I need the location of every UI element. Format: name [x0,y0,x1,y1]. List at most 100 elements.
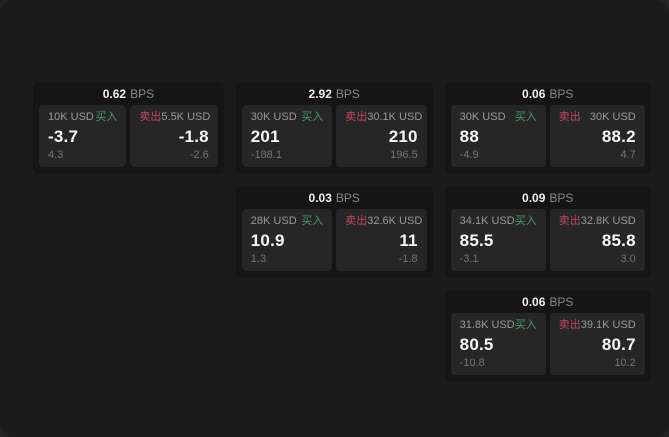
sell-side-label: 卖出 [345,215,368,227]
bps-unit-label: BPS [335,86,360,101]
sell-panel-header: 卖出 32.8K USD [559,216,636,227]
sell-side-label: 卖出 [558,111,581,123]
buy-sub-value: 4.3 [48,149,64,161]
bps-unit-label: BPS [130,86,155,101]
sell-side-label: 卖出 [139,111,162,123]
buy-notional: 10K USD [48,111,94,123]
bps-value: 2.92 [308,86,332,101]
buy-sub-value: -10.8 [459,357,485,369]
buy-panel-header: 30K USD 买入 [460,112,537,123]
sell-sub-value: 4.7 [620,149,636,161]
bps-header: 2.92 BPS [242,82,427,105]
sell-panel-header: 卖出 32.6K USD [345,215,422,227]
buy-quote-panel[interactable]: 30K USD 买入 88 -4.9 [450,105,546,167]
quote-panels: 34.1K USD 买入 85.5 -3.1 卖出 32.8K USD 85.8… [450,209,645,271]
bps-value: 0.03 [308,190,332,205]
quote-card: 0.62 BPS 10K USD 买入 -3.7 4.3 卖出 5.5K USD… [33,82,224,174]
sell-panel-header: 卖出 30K USD [559,112,636,123]
sell-sub-value: -1.8 [398,253,418,265]
sell-panel-header: 卖出 5.5K USD [139,111,211,123]
buy-quote-panel[interactable]: 10K USD 买入 -3.7 4.3 [39,105,127,167]
sell-sub-value: 3.0 [620,253,636,265]
sell-quote-panel[interactable]: 卖出 32.6K USD 11 -1.8 [336,209,427,271]
sell-price: 85.8 [601,231,636,250]
sell-price: -1.8 [178,127,209,146]
sell-notional: 32.8K USD [580,215,636,227]
bps-value: 0.62 [102,86,127,101]
buy-panel-header: 34.1K USD 买入 [460,216,537,227]
bps-value: 0.09 [522,190,546,205]
sell-notional: 5.5K USD [161,111,211,123]
buy-side-label: 买入 [514,319,537,331]
bps-unit-label: BPS [549,190,574,205]
sell-notional: 32.6K USD [367,215,423,227]
buy-quote-panel[interactable]: 30K USD 买入 201 -188.1 [241,105,333,167]
buy-quote-panel[interactable]: 28K USD 买入 10.9 1.3 [241,209,333,271]
buy-panel-header: 31.8K USD 买入 [460,320,537,331]
quote-card: 0.06 BPS 30K USD 买入 88 -4.9 卖出 30K USD 8… [444,82,651,174]
buy-price: 80.5 [459,335,494,354]
quote-card: 0.06 BPS 31.8K USD 买入 80.5 -10.8 卖出 39.1… [444,290,651,382]
buy-side-label: 买入 [514,111,537,123]
quote-panels: 30K USD 买入 88 -4.9 卖出 30K USD 88.2 4.7 [450,105,645,167]
sell-price: 11 [399,231,418,250]
buy-panel-header: 10K USD 买入 [48,112,117,123]
sell-panel-header: 卖出 39.1K USD [559,320,636,331]
sell-quote-panel[interactable]: 卖出 32.8K USD 85.8 3.0 [549,209,645,271]
bps-header: 0.06 BPS [451,290,645,313]
quote-card: 0.03 BPS 28K USD 买入 10.9 1.3 卖出 32.6K US… [235,186,433,278]
quote-board: 0.62 BPS 10K USD 买入 -3.7 4.3 卖出 5.5K USD… [33,82,651,382]
buy-side-label: 买入 [301,111,324,123]
sell-price: 210 [388,127,418,146]
sell-price: 88.2 [601,127,636,146]
bps-unit-label: BPS [549,294,574,309]
buy-sub-value: 1.3 [250,253,267,265]
buy-sub-value: -3.1 [459,253,479,265]
buy-side-label: 买入 [95,111,118,123]
quote-panels: 31.8K USD 买入 80.5 -10.8 卖出 39.1K USD 80.… [450,313,645,375]
sell-sub-value: 10.2 [614,357,636,369]
bps-header: 0.62 BPS [39,82,218,105]
bps-header: 0.06 BPS [451,82,645,105]
buy-quote-panel[interactable]: 31.8K USD 买入 80.5 -10.8 [450,313,546,375]
bps-header: 0.03 BPS [242,186,427,209]
buy-panel-header: 28K USD 买入 [251,216,323,227]
sell-quote-panel[interactable]: 卖出 30.1K USD 210 196.5 [336,105,427,167]
buy-panel-header: 30K USD 买入 [251,112,323,123]
buy-price: -3.7 [48,127,79,146]
buy-sub-value: -4.9 [459,149,479,161]
bps-header: 0.09 BPS [451,186,645,209]
buy-price: 10.9 [250,231,285,250]
sell-sub-value: 196.5 [390,149,418,161]
quote-panels: 10K USD 买入 -3.7 4.3 卖出 5.5K USD -1.8 -2.… [39,105,218,167]
buy-sub-value: -188.1 [250,149,282,161]
bps-value: 0.06 [522,294,546,309]
buy-notional: 28K USD [250,215,297,227]
buy-price: 88 [459,127,479,146]
quote-card: 0.09 BPS 34.1K USD 买入 85.5 -3.1 卖出 32.8K… [444,186,651,278]
sell-side-label: 卖出 [558,319,581,331]
sell-side-label: 卖出 [345,111,368,123]
sell-price: 80.7 [601,335,636,354]
buy-notional: 30K USD [250,111,297,123]
bps-unit-label: BPS [335,190,360,205]
quote-card: 2.92 BPS 30K USD 买入 201 -188.1 卖出 30.1K … [235,82,433,174]
sell-sub-value: -2.6 [189,149,209,161]
sell-notional: 39.1K USD [580,319,636,331]
bps-unit-label: BPS [549,86,574,101]
sell-quote-panel[interactable]: 卖出 39.1K USD 80.7 10.2 [549,313,645,375]
sell-panel-header: 卖出 30.1K USD [345,111,422,123]
sell-quote-panel[interactable]: 卖出 30K USD 88.2 4.7 [549,105,645,167]
sell-side-label: 卖出 [558,215,581,227]
buy-notional: 30K USD [459,111,506,123]
buy-quote-panel[interactable]: 34.1K USD 买入 85.5 -3.1 [450,209,546,271]
buy-price: 85.5 [459,231,494,250]
quote-panels: 30K USD 买入 201 -188.1 卖出 30.1K USD 210 1… [241,105,427,167]
sell-quote-panel[interactable]: 卖出 5.5K USD -1.8 -2.6 [130,105,218,167]
buy-price: 201 [250,127,280,146]
buy-notional: 34.1K USD [459,215,515,227]
sell-notional: 30K USD [589,111,636,123]
quote-panels: 28K USD 买入 10.9 1.3 卖出 32.6K USD 11 -1.8 [241,209,427,271]
buy-side-label: 买入 [514,215,537,227]
